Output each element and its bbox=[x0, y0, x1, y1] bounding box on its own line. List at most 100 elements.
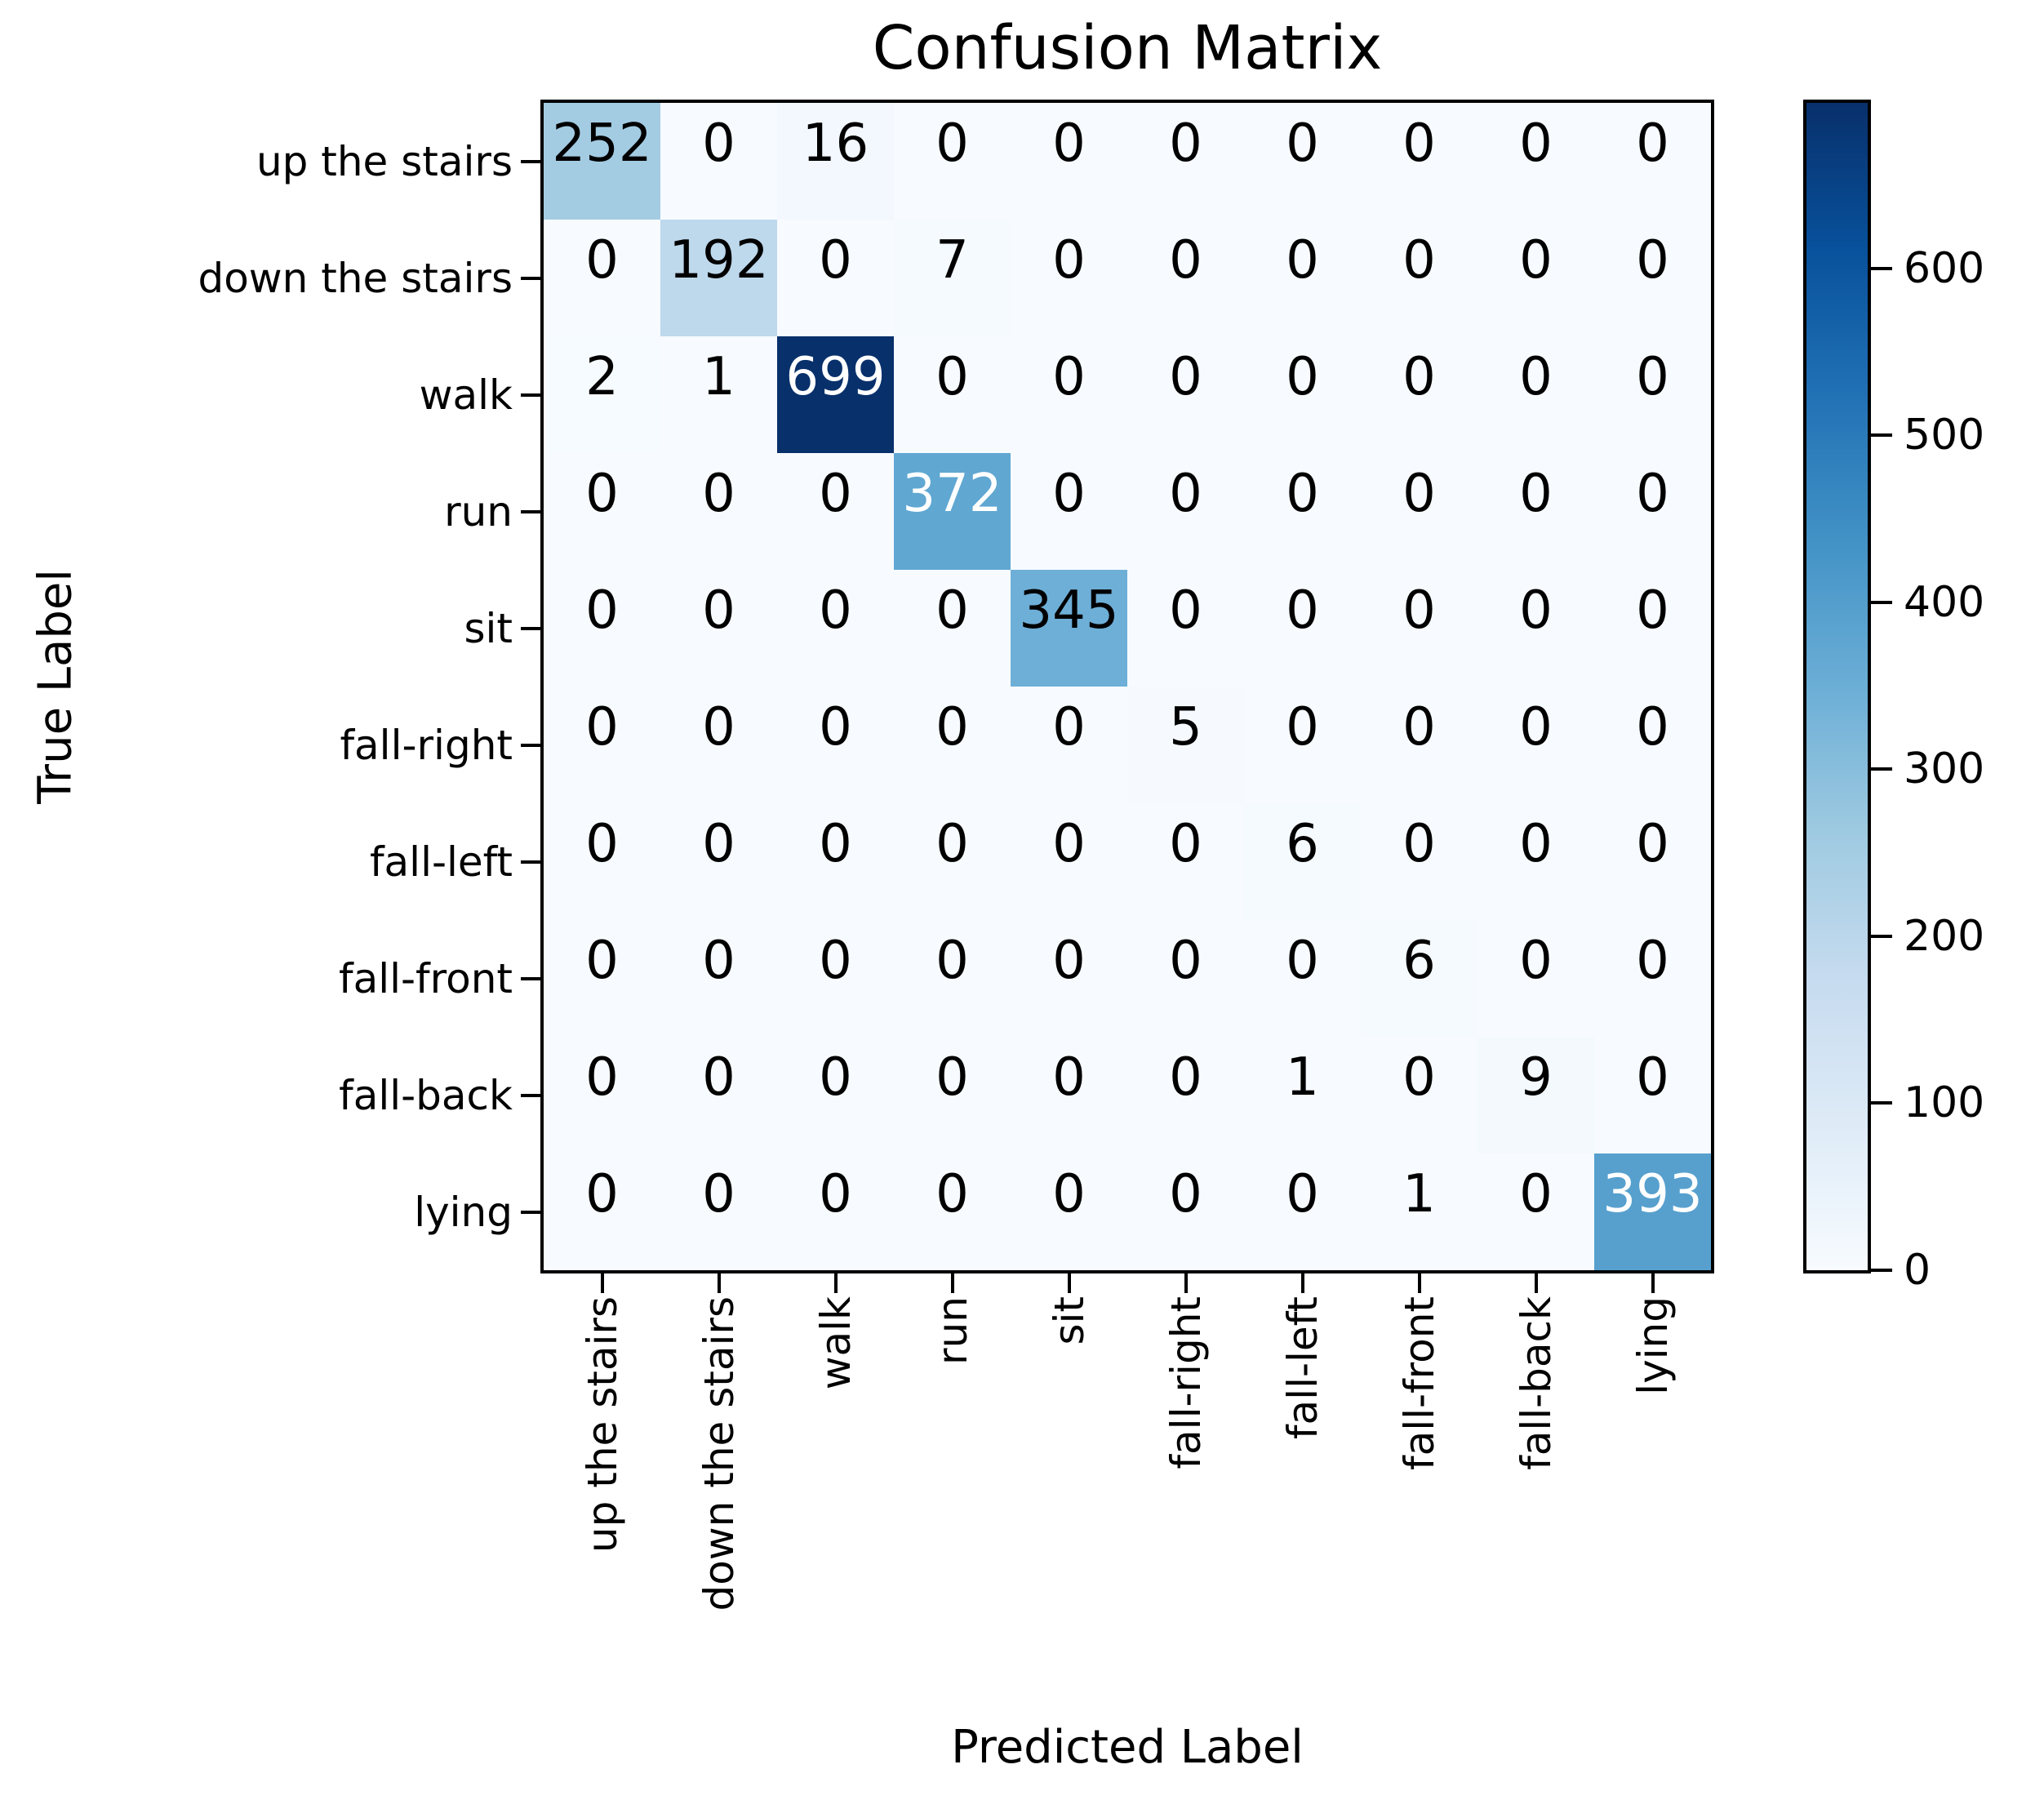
cell-value: 16 bbox=[802, 113, 869, 174]
cell-value: 5 bbox=[1169, 696, 1202, 758]
matrix-cell: 0 bbox=[1127, 220, 1244, 336]
matrix-cell: 0 bbox=[1361, 570, 1477, 687]
cell-value: 0 bbox=[935, 113, 969, 174]
cell-value: 0 bbox=[1052, 229, 1086, 291]
matrix-cell: 0 bbox=[1594, 920, 1711, 1037]
matrix-cell: 1 bbox=[660, 336, 777, 453]
matrix-cell: 0 bbox=[660, 687, 777, 803]
cell-value: 0 bbox=[1169, 229, 1202, 291]
cell-value: 7 bbox=[935, 229, 969, 291]
matrix-cell: 0 bbox=[1127, 1037, 1244, 1153]
cell-value: 0 bbox=[1519, 813, 1553, 874]
cell-value: 0 bbox=[1052, 1163, 1086, 1225]
y-tick bbox=[521, 1093, 542, 1097]
cell-value: 0 bbox=[585, 1163, 619, 1225]
x-tick-label: fall-right bbox=[1162, 1296, 1210, 1469]
matrix-cell: 0 bbox=[1011, 803, 1127, 920]
cell-value: 0 bbox=[1402, 1047, 1436, 1108]
cell-value: 0 bbox=[1402, 696, 1436, 758]
cell-value: 0 bbox=[1519, 696, 1553, 758]
y-tick bbox=[521, 1210, 542, 1214]
cell-value: 0 bbox=[1519, 1163, 1553, 1225]
cell-value: 0 bbox=[1052, 930, 1086, 991]
matrix-cell: 6 bbox=[1361, 920, 1477, 1037]
cell-value: 0 bbox=[819, 463, 852, 524]
matrix-cell: 345 bbox=[1011, 570, 1127, 687]
matrix-cell: 0 bbox=[777, 220, 894, 336]
matrix-cell: 0 bbox=[660, 103, 777, 220]
cell-value: 0 bbox=[585, 229, 619, 291]
matrix-cell: 0 bbox=[777, 687, 894, 803]
matrix-cell: 0 bbox=[777, 1153, 894, 1270]
matrix-cell: 9 bbox=[1477, 1037, 1594, 1153]
matrix-cell: 0 bbox=[544, 453, 660, 570]
cell-value: 0 bbox=[1402, 346, 1436, 407]
chart-title: Confusion Matrix bbox=[872, 13, 1383, 83]
cell-value: 6 bbox=[1402, 930, 1436, 991]
matrix-cell: 0 bbox=[1244, 920, 1361, 1037]
x-tick-label: walk bbox=[811, 1296, 860, 1390]
x-tick-label: fall-left bbox=[1278, 1296, 1326, 1440]
matrix-cell: 0 bbox=[777, 920, 894, 1037]
matrix-cell: 0 bbox=[1594, 570, 1711, 687]
matrix-cell: 0 bbox=[894, 570, 1011, 687]
x-tick-label: up the stairs bbox=[578, 1296, 626, 1553]
matrix-cell: 0 bbox=[777, 570, 894, 687]
cell-value: 0 bbox=[1636, 930, 1669, 991]
colorbar-tick bbox=[1871, 266, 1892, 270]
cell-value: 0 bbox=[1052, 1047, 1086, 1108]
cell-value: 1 bbox=[702, 346, 735, 407]
x-tick-label: fall-back bbox=[1512, 1296, 1560, 1470]
cell-value: 0 bbox=[1286, 580, 1319, 641]
matrix-cell: 0 bbox=[1477, 570, 1594, 687]
cell-value: 0 bbox=[1169, 1163, 1202, 1225]
matrix-cell: 0 bbox=[660, 453, 777, 570]
cell-value: 0 bbox=[1052, 463, 1086, 524]
matrix-cell: 0 bbox=[1594, 687, 1711, 803]
cell-value: 0 bbox=[1286, 113, 1319, 174]
y-tick-label: fall-back bbox=[339, 1071, 513, 1119]
cell-value: 0 bbox=[819, 696, 852, 758]
cell-value: 0 bbox=[1402, 113, 1436, 174]
matrix-cell: 0 bbox=[1361, 336, 1477, 453]
cell-value: 0 bbox=[1402, 463, 1436, 524]
matrix-cell: 0 bbox=[1477, 453, 1594, 570]
cell-value: 0 bbox=[819, 1047, 852, 1108]
y-tick bbox=[521, 393, 542, 397]
x-tick bbox=[833, 1272, 838, 1293]
matrix-cell: 0 bbox=[1361, 453, 1477, 570]
y-tick bbox=[521, 976, 542, 980]
matrix-cell: 0 bbox=[1477, 103, 1594, 220]
cell-value: 0 bbox=[1169, 1047, 1202, 1108]
cell-value: 0 bbox=[935, 580, 969, 641]
colorbar-tick bbox=[1871, 767, 1892, 771]
cell-value: 252 bbox=[552, 113, 652, 174]
y-tick-label: down the stairs bbox=[198, 254, 513, 302]
matrix-cell: 0 bbox=[660, 803, 777, 920]
matrix-cell: 16 bbox=[777, 103, 894, 220]
matrix-cell: 0 bbox=[1244, 570, 1361, 687]
cell-value: 0 bbox=[1402, 813, 1436, 874]
colorbar-tick-label: 100 bbox=[1904, 1078, 1985, 1128]
cell-value: 0 bbox=[819, 930, 852, 991]
y-tick-label: fall-left bbox=[369, 838, 513, 886]
matrix-cell: 0 bbox=[660, 1037, 777, 1153]
cell-value: 0 bbox=[819, 580, 852, 641]
cell-value: 0 bbox=[1636, 229, 1669, 291]
matrix-cell: 0 bbox=[544, 920, 660, 1037]
matrix-cell: 0 bbox=[1361, 803, 1477, 920]
cell-value: 0 bbox=[585, 1047, 619, 1108]
cell-value: 0 bbox=[1636, 346, 1669, 407]
cell-value: 0 bbox=[1519, 229, 1553, 291]
matrix-cell: 0 bbox=[1127, 570, 1244, 687]
cell-value: 0 bbox=[1052, 113, 1086, 174]
cell-value: 0 bbox=[702, 696, 735, 758]
matrix-cell: 0 bbox=[1127, 453, 1244, 570]
cell-value: 345 bbox=[1019, 580, 1119, 641]
matrix-cell: 0 bbox=[1244, 103, 1361, 220]
cell-value: 0 bbox=[585, 930, 619, 991]
matrix-cell: 0 bbox=[1477, 1153, 1594, 1270]
cell-value: 0 bbox=[935, 1047, 969, 1108]
matrix-cell: 0 bbox=[544, 570, 660, 687]
